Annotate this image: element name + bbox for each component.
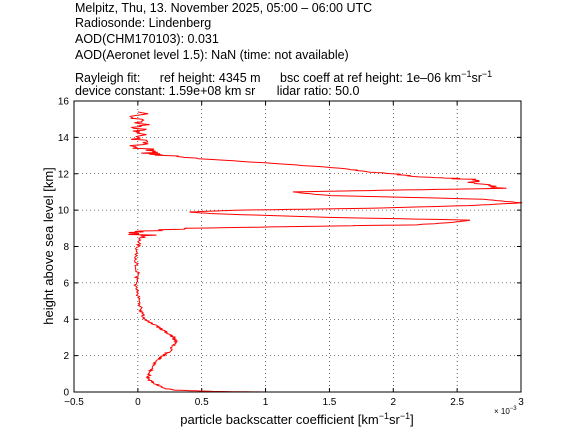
x-multiplier-base: × 10 — [494, 407, 510, 416]
x-tick-label: 1.5 — [322, 397, 336, 408]
x-axis-label: particle backscatter coefficient [km−1sr… — [180, 411, 413, 427]
x-label-prefix: particle backscatter coefficient [km — [180, 412, 378, 427]
bsc-coeff-sup2: −1 — [481, 69, 493, 79]
x-label-sup1: −1 — [379, 411, 389, 421]
y-tick-label: 0 — [63, 388, 69, 399]
x-tick-label: 2 — [391, 397, 397, 408]
x-label-mid: sr — [389, 412, 401, 427]
bsc-coeff-label: bsc coeff at ref height: 1e–06 km−1sr−1 — [280, 66, 492, 86]
y-tick-label: 4 — [63, 315, 69, 326]
x-tick-label: −0.5 — [64, 397, 84, 408]
plot-frame — [73, 100, 522, 393]
device-constant-label: device constant: 1.59e+08 km sr — [75, 84, 256, 98]
lidar-ratio-label: lidar ratio: 50.0 — [276, 84, 360, 98]
x-tick-label: 0 — [135, 397, 141, 408]
x-tick-label: 0.5 — [195, 397, 209, 408]
x-label-suffix: ] — [410, 412, 414, 427]
x-multiplier-exp: −3 — [510, 406, 518, 412]
y-tick-label: 2 — [63, 351, 69, 362]
rayleigh-label: Rayleigh fit: — [75, 71, 141, 86]
y-tick-label: 10 — [58, 206, 70, 217]
device-line: device constant: 1.59e+08 km sr lidar ra… — [75, 83, 359, 99]
y-axis-label: height above sea level [km] — [41, 167, 56, 325]
aod-chm-label: AOD(CHM170103): 0.031 — [75, 32, 219, 46]
x-tick-label: 2.5 — [450, 397, 464, 408]
y-tick-label: 12 — [58, 169, 70, 180]
x-tick-labels: −0.5 0 0.5 1 1.5 2 2.5 3 — [64, 397, 524, 408]
bsc-coeff-sup1: −1 — [461, 69, 472, 79]
backscatter-profile-line — [128, 111, 523, 393]
y-tick-label: 14 — [58, 133, 70, 144]
radiosonde-label: Radiosonde: Lindenberg — [75, 16, 212, 30]
aod-aeronet-label: AOD(Aeronet level 1.5): NaN (time: not a… — [75, 48, 349, 62]
y-tick-label: 6 — [63, 278, 69, 289]
bsc-coeff-mid: sr — [471, 71, 482, 86]
y-tick-label: 8 — [63, 242, 69, 253]
x-tick-label: 1 — [263, 397, 269, 408]
y-tick-labels: 0 2 4 6 8 10 12 14 16 — [58, 97, 70, 399]
grid — [74, 101, 521, 392]
ref-height-label: ref height: 4345 m — [159, 71, 261, 86]
x-label-sup2: −1 — [400, 411, 410, 421]
rayleigh-fit-line: Rayleigh fit: ref height: 4345 m bsc coe… — [75, 66, 492, 86]
title-line-1: Melpitz, Thu, 13. November 2025, 05:00 –… — [75, 1, 373, 15]
x-multiplier: × 10−3 — [494, 406, 517, 416]
bsc-coeff-prefix: bsc coeff at ref height: 1e–06 km — [280, 71, 462, 86]
y-tick-label: 16 — [58, 97, 70, 108]
x-tick-label: 3 — [518, 397, 524, 408]
